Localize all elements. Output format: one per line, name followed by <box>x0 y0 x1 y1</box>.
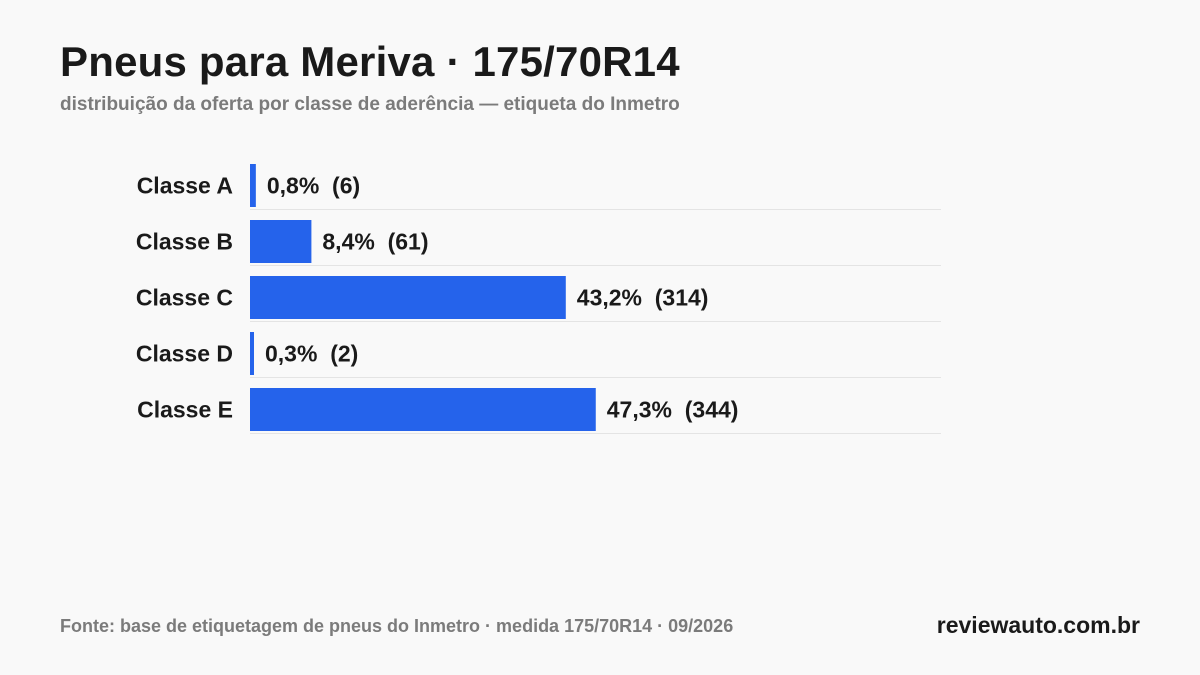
bar-value-label: 47,3% (344) <box>607 397 739 423</box>
bar <box>250 164 256 207</box>
bar-value-label: 8,4% (61) <box>322 229 428 255</box>
category-label: Classe A <box>137 173 233 199</box>
bar <box>250 220 312 263</box>
bar <box>250 388 596 431</box>
source-note: Fonte: base de etiquetagem de pneus do I… <box>60 616 734 636</box>
brand-link[interactable]: reviewauto.com.br <box>936 612 1140 638</box>
bar-value-label: 0,3% (2) <box>265 341 358 367</box>
bar-value-label: 43,2% (314) <box>577 285 709 311</box>
category-label: Classe B <box>136 229 233 255</box>
category-label: Classe E <box>137 397 233 423</box>
chart-subtitle: distribuição da oferta por classe de ade… <box>60 94 680 115</box>
category-label: Classe C <box>136 285 233 311</box>
category-label: Classe D <box>136 341 233 367</box>
bar-value-label: 0,8% (6) <box>267 173 360 199</box>
bar <box>250 332 254 375</box>
bar <box>250 276 566 319</box>
chart-title: Pneus para Meriva · 175/70R14 <box>60 38 680 85</box>
